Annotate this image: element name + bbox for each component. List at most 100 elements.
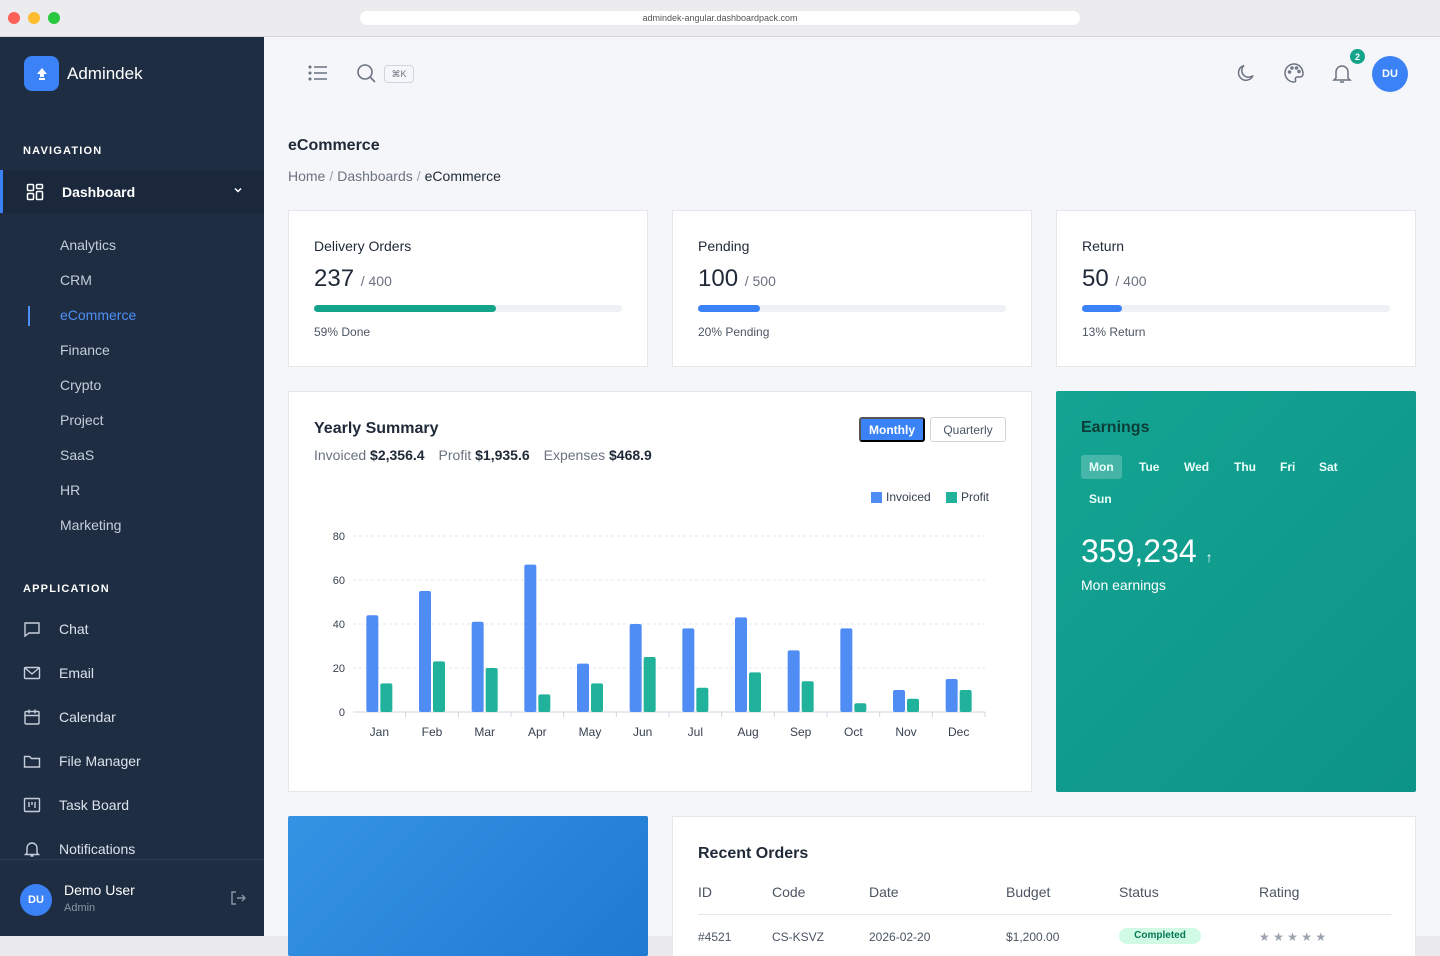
card-title: Recent Orders — [698, 845, 809, 862]
day-tab-sat[interactable]: Sat — [1319, 460, 1338, 474]
sidebar-item-project[interactable]: Project — [60, 412, 104, 428]
y-tick-label: 20 — [333, 663, 345, 675]
moon-icon[interactable] — [1235, 62, 1257, 84]
sidebar-item-label: Notifications — [59, 841, 136, 857]
order-id[interactable]: #4521 — [698, 930, 732, 944]
bar-profit — [433, 661, 445, 712]
search-icon[interactable] — [355, 62, 377, 84]
column-header-rating[interactable]: Rating — [1259, 884, 1300, 900]
bar-profit — [801, 681, 814, 712]
palette-icon[interactable] — [1283, 62, 1305, 84]
profit-label: Profit — [438, 447, 472, 463]
sidebar-item-email[interactable]: Email — [23, 664, 94, 682]
bar-invoiced — [682, 628, 695, 712]
minimize-window-button[interactable] — [28, 12, 40, 24]
sidebar-item-ecommerce[interactable]: eCommerce — [60, 307, 137, 323]
folder-icon — [23, 755, 41, 768]
sidebar-item-task-board[interactable]: Task Board — [23, 796, 129, 814]
monthly-toggle-button[interactable]: Monthly — [859, 417, 925, 442]
active-item-marker — [28, 306, 30, 326]
sidebar-item-dashboard[interactable]: Dashboard — [0, 170, 264, 213]
column-header-status[interactable]: Status — [1119, 884, 1159, 900]
bell-icon[interactable] — [1331, 62, 1353, 84]
day-tab-mon[interactable]: Mon — [1081, 455, 1122, 479]
sidebar-item-marketing[interactable]: Marketing — [60, 517, 122, 533]
legend-label: Profit — [961, 490, 990, 504]
sidebar-item-label: Chat — [59, 621, 89, 637]
day-tab-fri[interactable]: Fri — [1280, 460, 1296, 474]
stat-value-total: / 400 — [360, 273, 392, 289]
invoiced-value: $2,356.4 — [370, 447, 425, 463]
day-tab-wed[interactable]: Wed — [1184, 460, 1210, 474]
y-tick-label: 60 — [333, 575, 345, 587]
y-tick-label: 0 — [339, 707, 345, 719]
column-header-code[interactable]: Code — [772, 884, 806, 900]
stat-title: Pending — [698, 238, 750, 254]
sidebar-item-label: Task Board — [59, 797, 130, 813]
day-tab-sun[interactable]: Sun — [1089, 492, 1112, 506]
order-date: 2026-02-20 — [869, 930, 931, 944]
address-bar[interactable]: admindek-angular.dashboardpack.com — [360, 11, 1080, 25]
card-title: Yearly Summary — [314, 420, 439, 437]
sidebar-item-saas[interactable]: SaaS — [60, 447, 95, 463]
stat-card-return: Return 50 / 400 13% Return — [1056, 210, 1416, 367]
maximize-window-button[interactable] — [48, 12, 60, 24]
brand-name: Admindek — [67, 63, 143, 83]
sidebar-item-hr[interactable]: HR — [60, 482, 81, 498]
sidebar-item-notifications[interactable]: Notifications — [23, 840, 135, 858]
expenses-label: Expenses — [543, 447, 606, 463]
day-tab-thu[interactable]: Thu — [1234, 460, 1256, 474]
column-header-date[interactable]: Date — [869, 884, 899, 900]
bar-invoiced — [893, 690, 905, 712]
x-tick-label: Jul — [688, 725, 703, 739]
progress-bar — [698, 305, 1006, 312]
sidebar-item-file-manager[interactable]: File Manager — [23, 752, 141, 770]
sidebar: Admindek NAVIGATION Dashboard Analytics … — [0, 37, 264, 936]
legend-item-profit[interactable]: Profit — [946, 490, 989, 504]
application-section-title: APPLICATION — [23, 583, 110, 595]
breadcrumb-dashboards[interactable]: Dashboards — [337, 168, 413, 184]
rating-stars: ★ ★ ★ ★ ★ — [1259, 930, 1327, 944]
column-header-id[interactable]: ID — [698, 884, 712, 900]
bell-icon — [23, 842, 41, 857]
sidebar-item-crypto[interactable]: Crypto — [60, 377, 102, 393]
bar-profit — [380, 683, 393, 712]
stat-title: Return — [1082, 238, 1125, 254]
card-title: Earnings — [1081, 419, 1150, 436]
column-header-budget[interactable]: Budget — [1006, 884, 1051, 900]
bar-invoiced — [419, 591, 431, 712]
table-header-divider — [698, 914, 1391, 915]
user-profile[interactable]: DU Demo User Admin — [0, 859, 264, 936]
breadcrumb-home[interactable]: Home — [288, 168, 326, 184]
legend-item-invoiced[interactable]: Invoiced — [871, 490, 931, 504]
recent-orders-card: Recent Orders ID Code Date Budget Status… — [672, 816, 1416, 956]
stat-title: Delivery Orders — [314, 238, 412, 254]
stat-value: 100 / 500 — [698, 265, 776, 293]
bar-invoiced — [524, 564, 537, 712]
brand[interactable]: Admindek — [24, 56, 143, 91]
sidebar-item-chat[interactable]: Chat — [23, 620, 89, 638]
sidebar-item-crm[interactable]: CRM — [60, 272, 92, 288]
bar-invoiced — [945, 679, 958, 712]
day-tab-tue[interactable]: Tue — [1139, 460, 1160, 474]
breadcrumb-current: eCommerce — [424, 168, 501, 184]
avatar[interactable]: DU — [1372, 56, 1408, 92]
sidebar-item-label: Calendar — [59, 709, 116, 725]
quarterly-toggle-button[interactable]: Quarterly — [930, 417, 1006, 442]
bar-invoiced — [366, 615, 379, 712]
menu-toggle-icon[interactable] — [307, 62, 329, 84]
sidebar-item-finance[interactable]: Finance — [60, 342, 110, 358]
x-tick-label: Oct — [844, 725, 863, 739]
stat-note: 59% Done — [314, 325, 371, 339]
search-shortcut-hint: ⌘K — [384, 65, 414, 83]
sidebar-item-analytics[interactable]: Analytics — [60, 237, 117, 253]
logout-icon[interactable] — [230, 890, 246, 906]
close-window-button[interactable] — [8, 12, 20, 24]
bar-invoiced — [840, 628, 853, 712]
avatar: DU — [20, 884, 52, 916]
earnings-value: 359,234 ↑ — [1081, 533, 1213, 570]
bar-chart: 0 20 40 60 80 Jan Feb Mar Apr May Jun Jul Aug Sep Oct N… — [333, 531, 986, 739]
sidebar-item-calendar[interactable]: Calendar — [23, 708, 116, 726]
stat-note: 20% Pending — [698, 325, 770, 339]
bar-profit — [749, 672, 761, 712]
